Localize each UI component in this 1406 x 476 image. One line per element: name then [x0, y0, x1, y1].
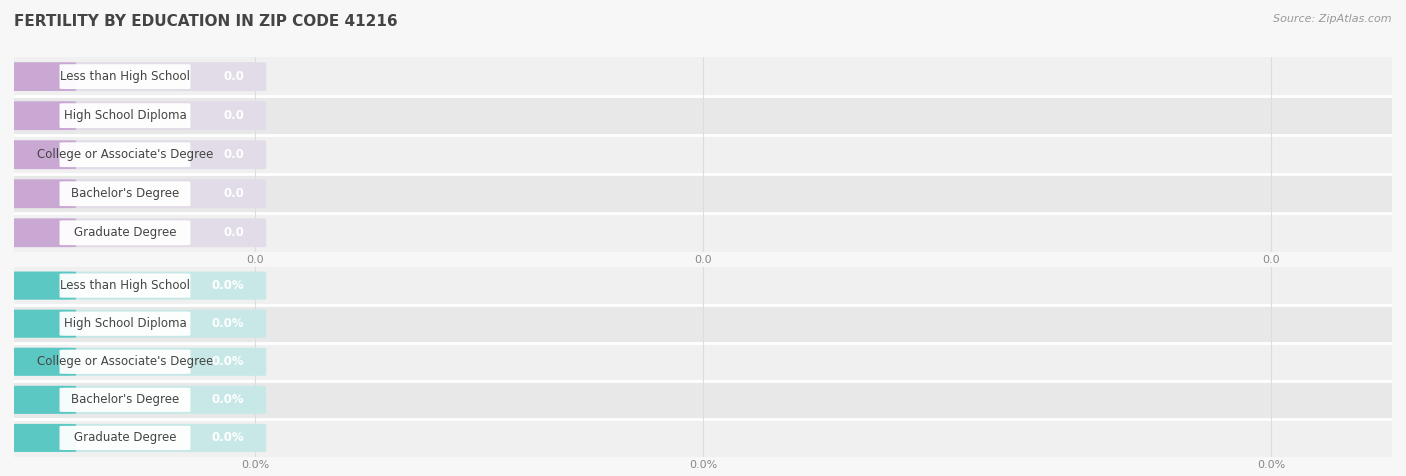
FancyBboxPatch shape	[59, 426, 190, 450]
Text: 0.0: 0.0	[224, 109, 245, 122]
Bar	[14, 267, 1392, 305]
Text: Less than High School: Less than High School	[60, 70, 190, 83]
Text: 0.0%: 0.0%	[211, 279, 245, 292]
Bar	[14, 135, 1392, 174]
FancyBboxPatch shape	[6, 272, 76, 299]
Text: College or Associate's Degree: College or Associate's Degree	[37, 148, 214, 161]
Text: 0.0: 0.0	[224, 226, 245, 239]
Text: FERTILITY BY EDUCATION IN ZIP CODE 41216: FERTILITY BY EDUCATION IN ZIP CODE 41216	[14, 14, 398, 30]
Bar	[14, 381, 1392, 419]
Bar	[14, 174, 1392, 213]
FancyBboxPatch shape	[59, 181, 190, 206]
FancyBboxPatch shape	[3, 424, 266, 452]
Text: Graduate Degree: Graduate Degree	[73, 226, 176, 239]
Bar	[14, 419, 1392, 457]
FancyBboxPatch shape	[59, 220, 190, 245]
Text: College or Associate's Degree: College or Associate's Degree	[37, 355, 214, 368]
Text: Bachelor's Degree: Bachelor's Degree	[70, 393, 179, 407]
FancyBboxPatch shape	[59, 142, 190, 167]
FancyBboxPatch shape	[3, 386, 266, 414]
FancyBboxPatch shape	[3, 347, 266, 376]
Text: 0.0%: 0.0%	[211, 355, 245, 368]
FancyBboxPatch shape	[6, 179, 76, 208]
FancyBboxPatch shape	[3, 140, 266, 169]
FancyBboxPatch shape	[6, 140, 76, 169]
FancyBboxPatch shape	[6, 424, 76, 452]
Bar	[14, 96, 1392, 135]
FancyBboxPatch shape	[6, 310, 76, 337]
FancyBboxPatch shape	[6, 62, 76, 91]
Bar	[14, 213, 1392, 252]
Text: High School Diploma: High School Diploma	[63, 109, 187, 122]
Text: Bachelor's Degree: Bachelor's Degree	[70, 187, 179, 200]
FancyBboxPatch shape	[6, 348, 76, 376]
FancyBboxPatch shape	[59, 312, 190, 336]
Text: Less than High School: Less than High School	[60, 279, 190, 292]
FancyBboxPatch shape	[59, 274, 190, 298]
FancyBboxPatch shape	[6, 218, 76, 247]
FancyBboxPatch shape	[3, 62, 266, 91]
Text: Source: ZipAtlas.com: Source: ZipAtlas.com	[1274, 14, 1392, 24]
Text: 0.0%: 0.0%	[211, 317, 245, 330]
Text: 0.0%: 0.0%	[211, 393, 245, 407]
FancyBboxPatch shape	[6, 101, 76, 130]
Text: Graduate Degree: Graduate Degree	[73, 431, 176, 445]
Text: 0.0: 0.0	[224, 70, 245, 83]
FancyBboxPatch shape	[59, 388, 190, 412]
Bar	[14, 305, 1392, 343]
FancyBboxPatch shape	[3, 309, 266, 338]
FancyBboxPatch shape	[59, 103, 190, 128]
Bar	[14, 57, 1392, 96]
Text: High School Diploma: High School Diploma	[63, 317, 187, 330]
FancyBboxPatch shape	[3, 101, 266, 130]
Text: 0.0: 0.0	[224, 187, 245, 200]
FancyBboxPatch shape	[3, 218, 266, 247]
FancyBboxPatch shape	[59, 350, 190, 374]
FancyBboxPatch shape	[3, 271, 266, 300]
Text: 0.0%: 0.0%	[211, 431, 245, 445]
FancyBboxPatch shape	[59, 64, 190, 89]
FancyBboxPatch shape	[6, 386, 76, 414]
Text: 0.0: 0.0	[224, 148, 245, 161]
FancyBboxPatch shape	[3, 179, 266, 208]
Bar	[14, 343, 1392, 381]
